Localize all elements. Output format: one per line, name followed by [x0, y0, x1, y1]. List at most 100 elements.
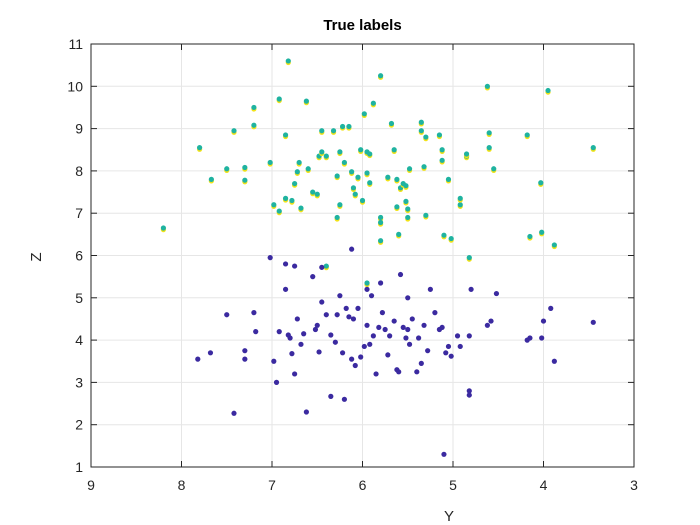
data-point-upper-fill — [406, 166, 413, 172]
data-point-upper — [242, 177, 248, 185]
data-point-upper — [394, 204, 400, 212]
data-point-upper-fill — [298, 205, 304, 211]
data-points — [160, 58, 596, 457]
data-point-upper — [349, 169, 355, 176]
data-point-lower — [346, 314, 352, 320]
data-point-upper-fill — [242, 164, 248, 171]
data-point-upper-fill — [334, 173, 340, 179]
data-point-upper-fill — [337, 202, 343, 208]
data-point-upper-fill — [405, 206, 411, 212]
data-point-upper-fill — [303, 98, 309, 104]
data-point-upper-fill — [289, 197, 295, 204]
data-point-upper — [298, 205, 304, 213]
data-point-upper — [403, 183, 409, 190]
data-point-upper — [538, 180, 544, 187]
data-point-upper-fill — [346, 123, 352, 130]
data-point-upper — [436, 132, 443, 140]
data-point-lower — [273, 379, 280, 385]
data-point-upper-fill — [361, 111, 367, 117]
data-point-lower — [301, 331, 307, 337]
data-point-lower — [378, 280, 384, 286]
data-point-upper-fill — [445, 176, 452, 182]
data-point-upper — [364, 280, 370, 288]
y-axis-label: Z — [28, 252, 45, 261]
data-point-upper — [350, 185, 357, 193]
data-point-lower — [540, 318, 547, 324]
data-point-upper — [289, 197, 295, 205]
y-tick-label: 4 — [75, 332, 83, 348]
chart-title: True labels — [323, 17, 401, 34]
data-point-upper — [545, 87, 551, 95]
data-point-upper-fill — [423, 212, 429, 218]
data-point-upper-fill — [208, 176, 214, 182]
data-point-lower — [328, 332, 334, 338]
data-point-upper-fill — [418, 128, 424, 134]
data-point-lower — [403, 335, 409, 341]
data-point-lower — [466, 392, 472, 398]
data-point-lower — [319, 264, 325, 270]
data-point-upper-fill — [405, 214, 411, 221]
data-point-upper-fill — [197, 145, 203, 151]
data-point-lower — [349, 246, 355, 252]
data-point-lower — [364, 322, 370, 328]
data-point-upper — [361, 111, 367, 118]
data-point-upper — [405, 214, 411, 222]
data-point-upper — [441, 232, 447, 240]
data-point-lower — [484, 322, 490, 328]
data-point-lower — [195, 356, 201, 362]
data-point-lower — [364, 286, 370, 292]
data-point-upper — [208, 176, 214, 184]
data-point-lower — [432, 310, 438, 316]
data-point-upper-fill — [421, 164, 427, 170]
data-point-lower — [319, 299, 325, 305]
data-point-lower — [391, 318, 397, 324]
axis-ticks: 9 8 7 6 5 4 3 1 2 3 4 5 6 7 8 9 10 11 — [67, 36, 638, 493]
data-point-lower — [466, 388, 472, 394]
data-point-upper — [445, 176, 452, 184]
data-point-upper-fill — [590, 145, 596, 151]
data-point-upper — [367, 180, 373, 187]
data-point-upper — [378, 73, 384, 80]
data-point-lower — [292, 263, 298, 269]
data-point-upper-fill — [267, 159, 273, 166]
data-point-upper — [378, 238, 384, 245]
data-point-upper-fill — [296, 159, 302, 166]
data-point-lower — [418, 360, 424, 366]
x-tick-label: 9 — [87, 477, 95, 493]
data-point-upper-fill — [271, 202, 277, 208]
data-point-upper-fill — [486, 145, 492, 151]
data-point-lower — [379, 310, 386, 316]
data-point-upper-fill — [403, 198, 409, 204]
data-point-upper-fill — [367, 180, 373, 186]
data-point-lower — [414, 369, 420, 375]
data-point-upper-fill — [466, 255, 472, 261]
data-point-lower — [323, 312, 329, 318]
data-point-upper-fill — [378, 238, 384, 244]
data-point-upper-fill — [441, 232, 447, 238]
data-point-upper — [231, 128, 237, 135]
data-point-upper-fill — [439, 157, 445, 163]
data-point-upper-fill — [539, 229, 545, 235]
data-point-upper — [394, 176, 400, 184]
data-point-lower — [314, 322, 320, 328]
data-point-upper — [423, 134, 429, 142]
data-point-lower — [493, 290, 500, 297]
data-point-lower — [405, 295, 411, 301]
y-tick-label: 2 — [75, 417, 83, 433]
data-point-upper-fill — [448, 235, 454, 242]
data-point-lower — [287, 335, 293, 341]
data-point-lower — [427, 286, 433, 292]
y-tick-label: 10 — [67, 78, 83, 94]
data-point-lower — [367, 341, 373, 347]
data-point-lower — [488, 318, 494, 324]
data-point-lower — [396, 369, 402, 375]
data-point-lower — [207, 350, 214, 356]
data-point-upper-fill — [378, 73, 384, 79]
data-point-upper — [242, 164, 248, 172]
data-point-upper — [294, 169, 300, 176]
data-point-lower — [224, 312, 230, 318]
data-point-lower — [527, 335, 533, 341]
data-point-upper — [405, 206, 411, 214]
data-point-lower — [242, 356, 248, 362]
data-point-upper-fill — [242, 177, 248, 183]
